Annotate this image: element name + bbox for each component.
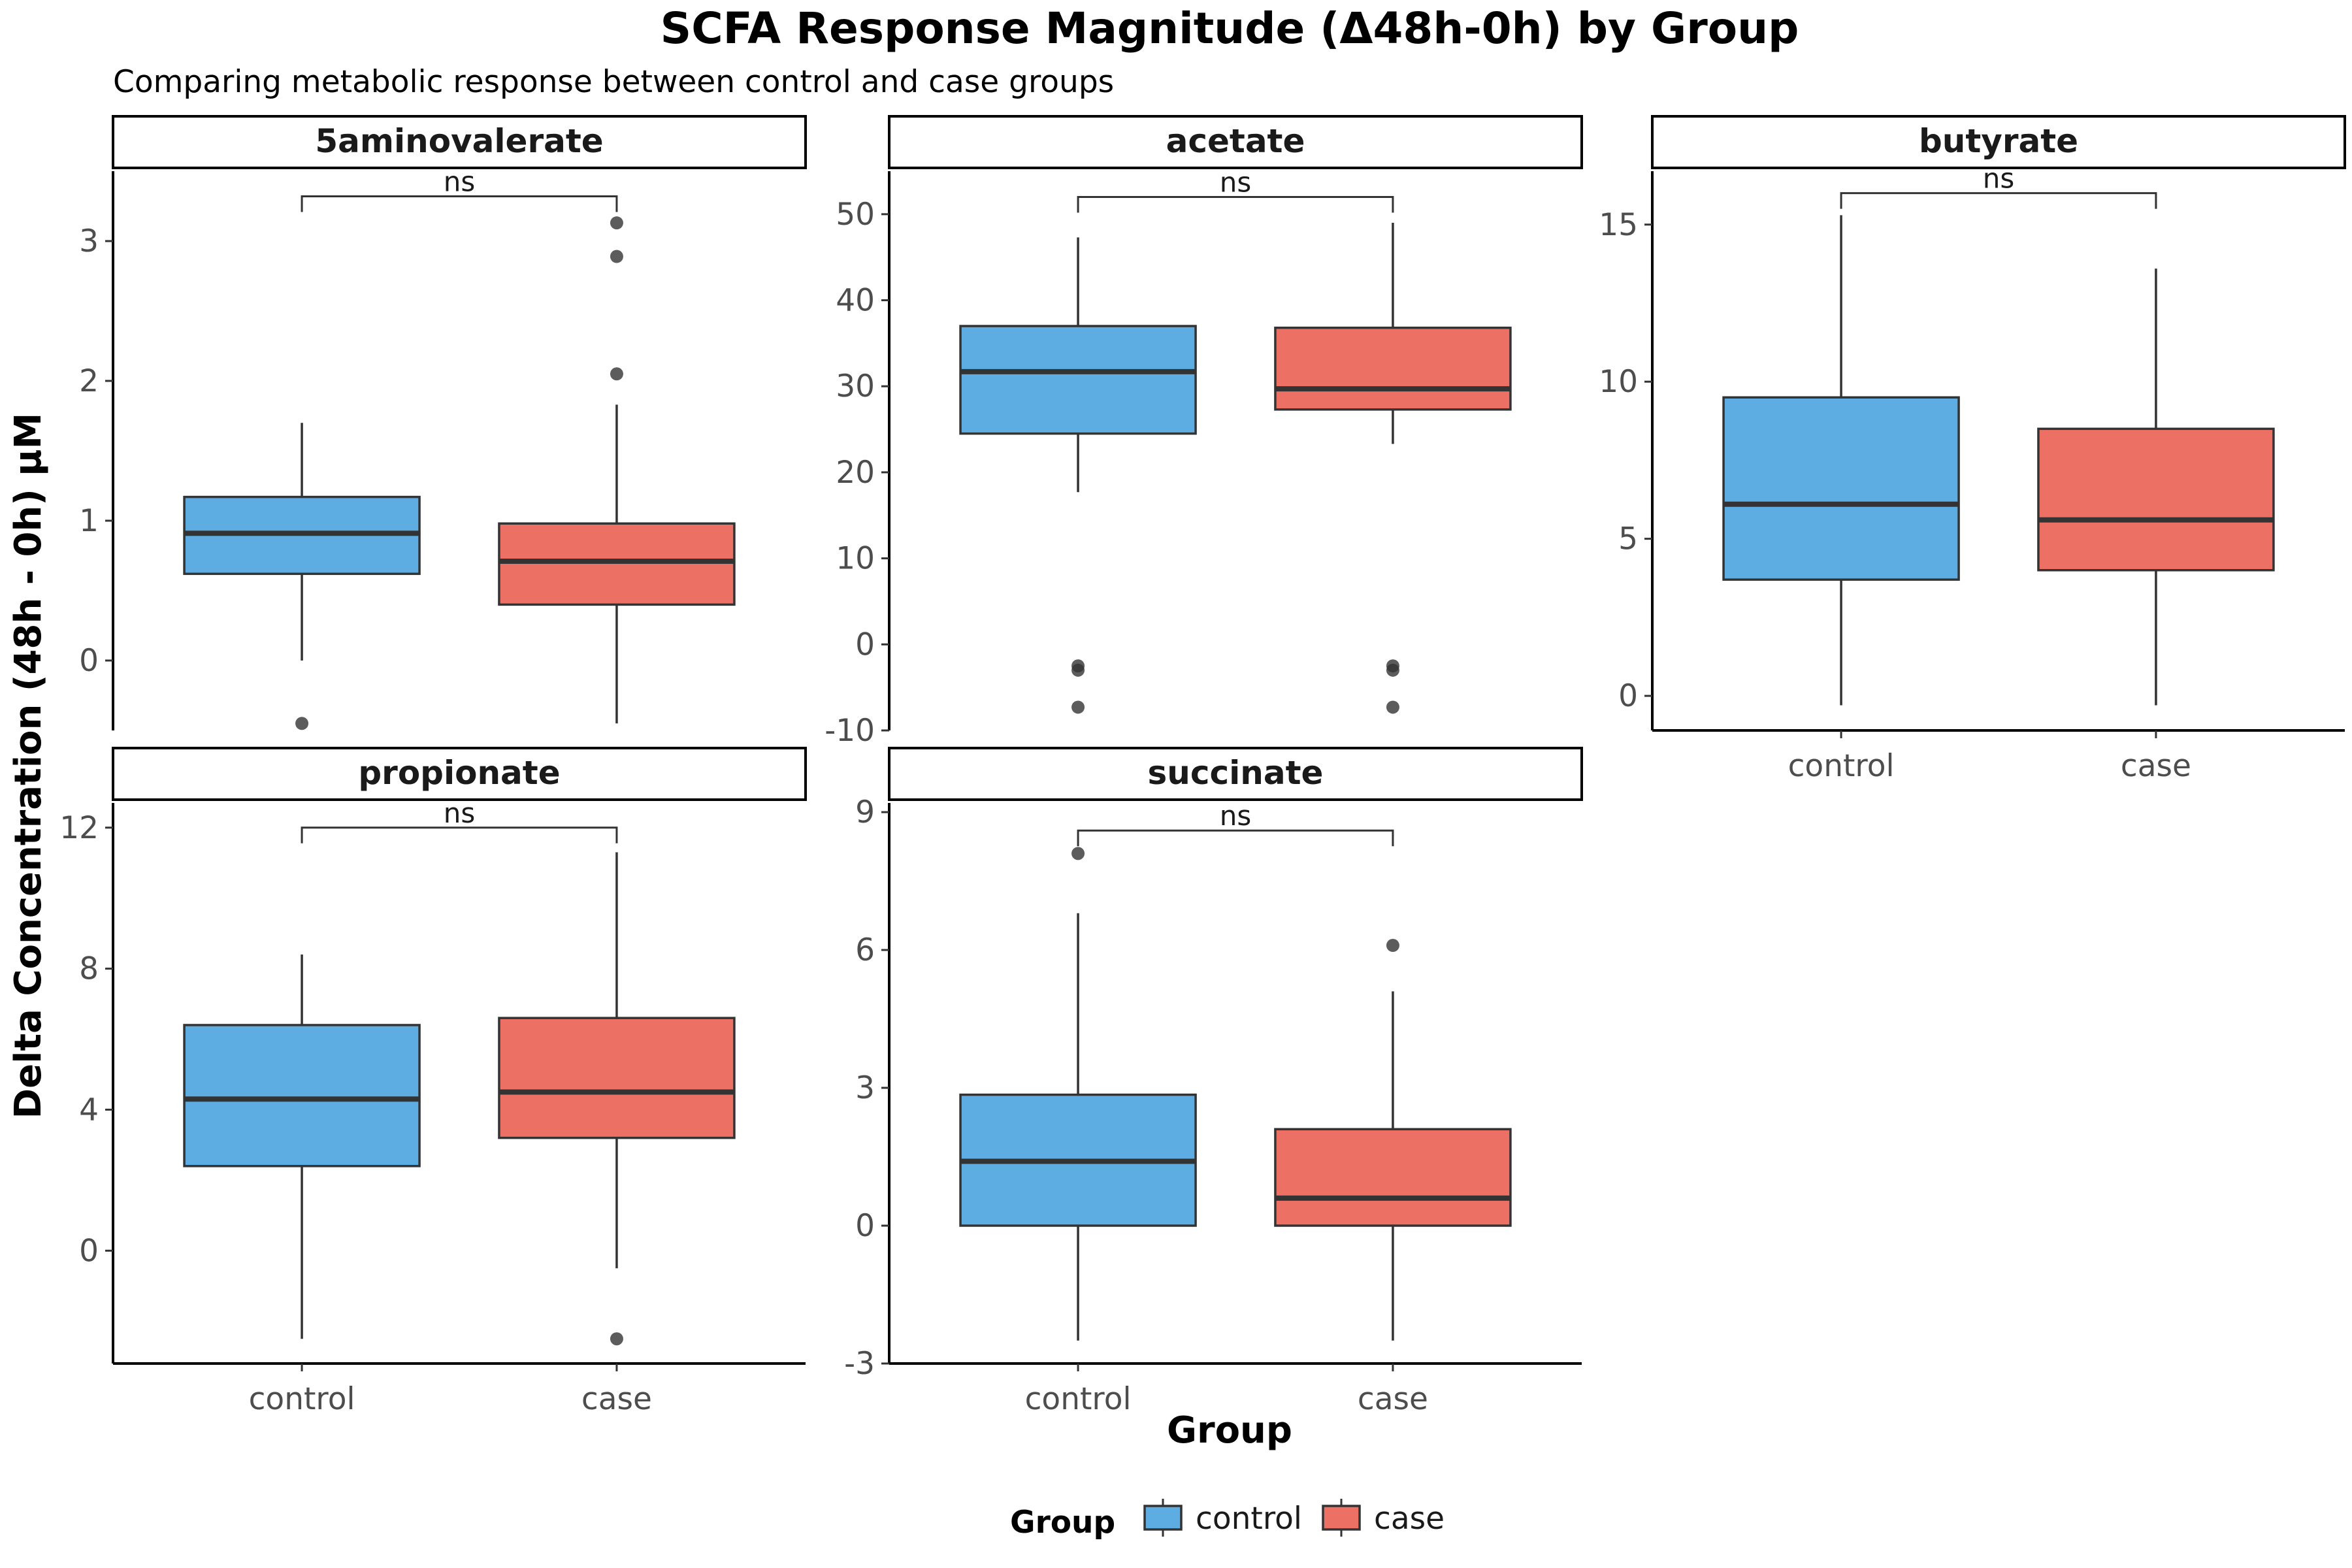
y-tick-label: 15: [1599, 207, 1638, 243]
y-tick-label: 0: [79, 1233, 99, 1269]
y-tick-label: 9: [855, 794, 875, 830]
box-control: [183, 1024, 421, 1168]
significance-label: ns: [1983, 163, 2015, 195]
outlier-point: [610, 367, 623, 381]
y-tick-label: 10: [1599, 364, 1638, 400]
outlier-point: [1386, 663, 1399, 677]
facet-strip-label: succinate: [1148, 754, 1324, 792]
significance-bracket: [1840, 192, 2157, 209]
facet-strip-label: 5aminovalerate: [315, 122, 603, 160]
facet-strip-label: acetate: [1166, 122, 1305, 160]
significance-bracket: [1077, 196, 1394, 213]
outlier-point: [295, 717, 309, 730]
box-case: [498, 1017, 736, 1139]
facet-strip-label: propionate: [358, 754, 560, 792]
box-case: [1274, 1128, 1512, 1227]
y-tick-label: 0: [855, 1208, 875, 1244]
y-tick-label: 50: [836, 197, 875, 233]
x-tick-label: case: [2121, 748, 2191, 784]
facet-panel-acetate: acetate -10 0 10 20 30 40 50 ns: [825, 115, 1583, 749]
outlier-point: [610, 250, 623, 263]
box-case: [1274, 326, 1512, 411]
legend: Group control case: [1010, 1499, 1445, 1541]
legend-key-case: [1322, 1505, 1361, 1531]
y-tick-label: 3: [79, 223, 99, 259]
outlier-point: [610, 216, 623, 230]
significance-label: ns: [1220, 167, 1252, 199]
x-tick-label: control: [1025, 1381, 1132, 1417]
legend-item-control: control: [1143, 1499, 1302, 1537]
outlier-point: [1071, 663, 1085, 677]
x-tick-label: control: [249, 1381, 355, 1417]
significance-label: ns: [444, 166, 476, 198]
facet-strip-butyrate: [1651, 115, 2346, 169]
facet-panels: 5aminovalerate0123nsacetate-100102030405…: [59, 115, 2346, 1417]
y-tick-label: 5: [1618, 521, 1638, 557]
box-case: [498, 522, 736, 606]
y-tick-label: 3: [855, 1070, 875, 1106]
facet-panel-5aminovalerate: 5aminovalerate 0 1 2 3 ns: [79, 115, 807, 730]
significance-label: ns: [1220, 800, 1252, 832]
outlier-point: [1386, 939, 1399, 953]
significance-label: ns: [444, 797, 476, 829]
facet-strip-acetate: [888, 115, 1583, 169]
x-tick-label: case: [581, 1381, 652, 1417]
outlier-point: [1071, 700, 1085, 714]
box-control: [1722, 396, 1960, 581]
legend-title: Group: [1010, 1505, 1115, 1541]
y-tick-label: 6: [855, 932, 875, 968]
box-control: [959, 325, 1197, 435]
y-tick-label: 0: [855, 627, 875, 662]
facet-panel-butyrate: butyrate 0 5 10 15 control case ns: [1599, 115, 2346, 784]
chart-subtitle: Comparing metabolic response between con…: [113, 64, 1114, 100]
y-tick-label: -10: [825, 713, 875, 749]
y-tick-label: 1: [79, 503, 99, 539]
facet-panel-propionate: propionate 0 4 8 12 control case ns: [59, 747, 807, 1417]
facet-strip-propionate: [112, 747, 807, 801]
box-case: [2037, 427, 2275, 572]
y-tick-label: 0: [1618, 678, 1638, 714]
facet-strip-5aminovalerate: [112, 115, 807, 169]
y-tick-label: 10: [836, 541, 875, 577]
y-axis-title: Delta Concentration (48h - 0h) μM: [7, 413, 50, 1119]
x-tick-label: control: [1788, 748, 1895, 784]
legend-label: control: [1196, 1501, 1302, 1537]
y-tick-label: 40: [836, 283, 875, 319]
y-tick-label: 20: [836, 455, 875, 491]
legend-item-case: case: [1322, 1499, 1445, 1537]
legend-key-control: [1143, 1505, 1183, 1531]
significance-bracket: [301, 195, 618, 212]
y-tick-label: 2: [79, 363, 99, 399]
facet-panel-succinate: succinate -3 0 3 6 9 control case ns: [844, 747, 1583, 1417]
significance-bracket: [301, 826, 618, 843]
outlier-point: [1386, 700, 1399, 714]
outlier-point: [610, 1332, 623, 1346]
y-tick-label: 30: [836, 368, 875, 404]
y-tick-label: 12: [59, 810, 99, 846]
facet-strip-label: butyrate: [1919, 122, 2078, 160]
y-tick-label: 0: [79, 643, 99, 679]
y-tick-label: 8: [79, 951, 99, 987]
facet-strip-succinate: [888, 747, 1583, 801]
significance-bracket: [1077, 829, 1394, 847]
chart-title: SCFA Response Magnitude (Δ48h-0h) by Gro…: [661, 3, 1799, 54]
y-tick-label: -3: [844, 1346, 875, 1382]
legend-label: case: [1374, 1501, 1445, 1537]
y-tick-label: 4: [79, 1092, 99, 1128]
outlier-point: [1071, 847, 1085, 860]
x-tick-label: case: [1358, 1381, 1428, 1417]
x-axis-title: Group: [1167, 1409, 1292, 1452]
